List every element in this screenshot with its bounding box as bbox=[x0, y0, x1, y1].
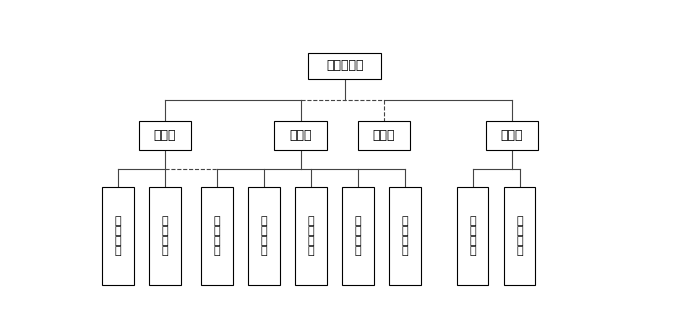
FancyBboxPatch shape bbox=[486, 122, 538, 150]
Text: 采
样
时
间: 采 样 时 间 bbox=[516, 216, 523, 256]
FancyBboxPatch shape bbox=[149, 187, 180, 285]
Text: 命令钮: 命令钮 bbox=[289, 129, 312, 142]
FancyBboxPatch shape bbox=[248, 187, 280, 285]
FancyBboxPatch shape bbox=[139, 122, 191, 150]
FancyBboxPatch shape bbox=[201, 187, 233, 285]
Text: 退
出
系
统: 退 出 系 统 bbox=[402, 216, 409, 256]
Text: 文本框: 文本框 bbox=[501, 129, 523, 142]
Text: 离
线
分
析: 离 线 分 析 bbox=[355, 216, 361, 256]
Text: 触
发
方
式: 触 发 方 式 bbox=[308, 216, 314, 256]
Text: 通
道
选
择: 通 道 选 择 bbox=[260, 216, 267, 256]
FancyBboxPatch shape bbox=[275, 122, 326, 150]
FancyBboxPatch shape bbox=[295, 187, 326, 285]
Text: 启
动
采
样: 启 动 采 样 bbox=[162, 216, 168, 256]
FancyBboxPatch shape bbox=[102, 187, 134, 285]
Text: 频
率
设
置: 频 率 设 置 bbox=[214, 216, 221, 256]
FancyBboxPatch shape bbox=[389, 187, 421, 285]
Text: 系
统
复
位: 系 统 复 位 bbox=[114, 216, 121, 256]
Text: 图形框: 图形框 bbox=[373, 129, 395, 142]
FancyBboxPatch shape bbox=[504, 187, 535, 285]
Text: 游
标
位
置: 游 标 位 置 bbox=[469, 216, 476, 256]
Text: 虚拟示波器: 虚拟示波器 bbox=[326, 60, 363, 72]
FancyBboxPatch shape bbox=[343, 187, 374, 285]
FancyBboxPatch shape bbox=[308, 53, 382, 79]
FancyBboxPatch shape bbox=[457, 187, 489, 285]
FancyBboxPatch shape bbox=[358, 122, 410, 150]
Text: 主菜单: 主菜单 bbox=[153, 129, 176, 142]
